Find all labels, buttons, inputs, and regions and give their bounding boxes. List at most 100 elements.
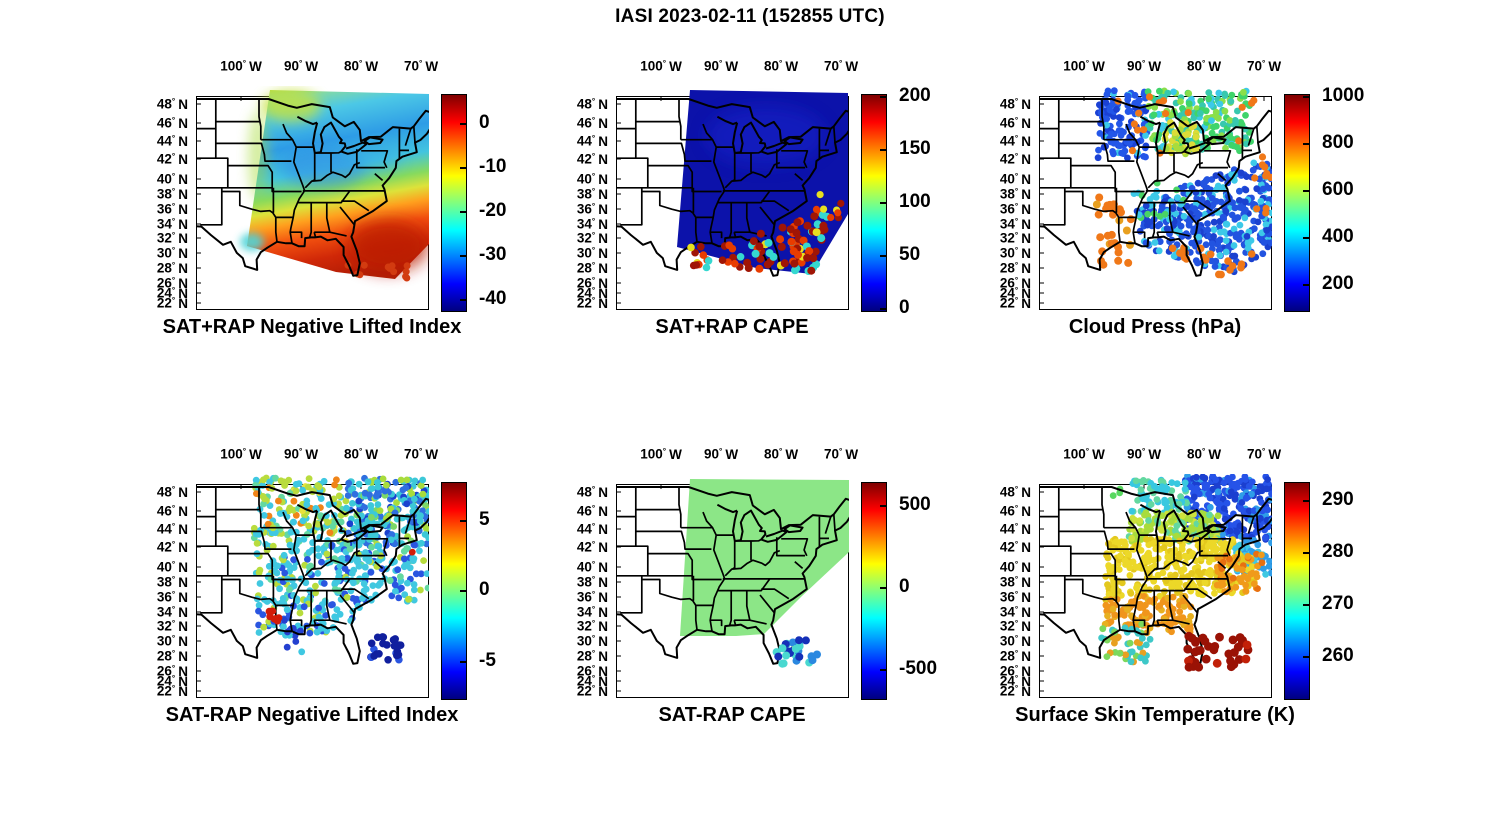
lat-tick-label: 34° N: [156, 216, 188, 232]
lon-tick-label: 70° W: [1246, 446, 1282, 462]
colorbar: [441, 482, 467, 700]
lat-tick-label: 44° N: [576, 133, 608, 149]
panel-title: Surface Skin Temperature (K): [1015, 704, 1295, 726]
lat-tick-label: 48° N: [999, 96, 1031, 112]
data-region-midatlantic-orange: [1213, 550, 1266, 596]
colorbar-tick: [460, 210, 466, 213]
colorbar: [1284, 94, 1310, 312]
lat-tick-label: 38° N: [999, 186, 1031, 202]
lon-tick-label: 100° W: [640, 58, 682, 74]
data-region-florida-warm-cluster: [1183, 631, 1253, 672]
colorbar-tick-label: 600: [1322, 179, 1354, 201]
lat-tick-label: 46° N: [999, 503, 1031, 519]
colorbar-tick: [1303, 552, 1309, 555]
lat-tick-label: 32° N: [156, 618, 188, 634]
lat-tick-label: 28° N: [999, 648, 1031, 664]
lat-tick-label: 42° N: [999, 539, 1031, 555]
lat-tick-label: 34° N: [576, 604, 608, 620]
lat-tick-label: 24° N: [576, 285, 608, 301]
colorbar-tick-label: 0: [899, 575, 910, 597]
lat-tick-label: 22° N: [999, 295, 1031, 311]
lat-tick-label: 42° N: [576, 539, 608, 555]
data-region-north-orange-sprinkle: [1114, 93, 1258, 157]
lat-tick-label: 32° N: [156, 230, 188, 246]
lon-tick-label: 80° W: [343, 446, 379, 462]
lat-tick-label: 36° N: [999, 589, 1031, 605]
lon-tick-label: 70° W: [1246, 58, 1282, 74]
panel-title: SAT+RAP Negative Lifted Index: [162, 316, 462, 338]
colorbar-tick-label: 270: [1322, 592, 1354, 614]
lat-tick-label: 44° N: [156, 521, 188, 537]
colorbar-tick: [880, 254, 886, 257]
map-plot: [616, 90, 849, 310]
panel-title: SAT-RAP CAPE: [658, 704, 806, 726]
data-region-florida-darkblue-cluster: [367, 633, 405, 664]
lon-tick-label: 80° W: [763, 58, 799, 74]
colorbar-tick: [880, 96, 886, 99]
colorbar: [1284, 482, 1310, 700]
lat-tick-label: 24° N: [576, 673, 608, 689]
colorbar: [441, 94, 467, 312]
data-region-texas-blue-dots: [281, 616, 306, 656]
lon-tick-label: 70° W: [823, 446, 859, 462]
colorbar-tick: [1303, 284, 1309, 287]
colorbar-tick-label: 0: [479, 579, 490, 601]
lon-tick-label: 100° W: [1063, 446, 1105, 462]
data-region-swath-sheen: [706, 106, 826, 166]
lat-tick-label: 30° N: [576, 245, 608, 261]
lat-tick-label: 46° N: [576, 503, 608, 519]
lat-tick-label: 44° N: [576, 521, 608, 537]
data-region-southeast-dark-red: [348, 220, 428, 272]
lat-tick-label: 36° N: [156, 201, 188, 217]
colorbar-tick-label: 800: [1322, 132, 1354, 154]
lat-tick-label: 44° N: [999, 133, 1031, 149]
colorbar-tick: [880, 307, 886, 310]
data-layer-under: [680, 479, 849, 636]
colorbar-tick-label: 150: [899, 138, 931, 160]
colorbar-tick: [460, 166, 466, 169]
panel-sat-plus-rap-cape: 100° W 90° W 80° W 70° W 48° N 46° N 44° N 42° N 40° N 38°…: [558, 54, 978, 354]
colorbar: [861, 94, 887, 312]
data-region-florida-negative-cluster: [772, 636, 821, 668]
lat-tick-label: 42° N: [576, 151, 608, 167]
colorbar-tick-label: 260: [1322, 644, 1354, 666]
lon-tick-label: 90° W: [703, 446, 739, 462]
data-layer-over: [687, 191, 845, 275]
lat-tick-label: 46° N: [156, 115, 188, 131]
data-region-minnesota-high-cloud: [1094, 87, 1151, 162]
panel-title: SAT+RAP CAPE: [655, 316, 809, 338]
map-plot: [616, 479, 849, 698]
lon-tick-label: 90° W: [1126, 58, 1162, 74]
lat-tick-label: 48° N: [576, 484, 608, 500]
lat-tick-label: 30° N: [156, 245, 188, 261]
lat-tick-label: 26° N: [576, 275, 608, 291]
lat-tick-label: 32° N: [999, 230, 1031, 246]
colorbar-tick-label: -500: [899, 657, 938, 679]
lon-tick-label: 90° W: [283, 446, 319, 462]
lat-tick-label: 22° N: [576, 683, 608, 699]
lon-tick-label: 70° W: [403, 446, 439, 462]
colorbar-tick-label: 500: [899, 493, 931, 515]
lat-tick-label: 40° N: [576, 171, 608, 187]
figure-title: IASI 2023-02-11 (152855 UTC): [615, 6, 885, 27]
lon-tick-label: 70° W: [403, 58, 439, 74]
lat-tick-label: 42° N: [156, 539, 188, 555]
lat-tick-label: 22° N: [156, 683, 188, 699]
lat-tick-label: 32° N: [999, 618, 1031, 634]
lat-tick-label: 48° N: [156, 484, 188, 500]
lon-tick-label: 90° W: [283, 58, 319, 74]
lat-tick-label: 22° N: [999, 683, 1031, 699]
colorbar-tick: [460, 122, 466, 125]
panel-cloud-press: 100° W 90° W 80° W 70° W 48° N 46° N 44° N 42° N 40° N 38°…: [981, 54, 1401, 354]
lat-tick-label: 26° N: [156, 275, 188, 291]
lat-tick-label: 40° N: [999, 171, 1031, 187]
lat-tick-label: 26° N: [999, 663, 1031, 679]
lat-tick-label: 30° N: [156, 633, 188, 649]
lat-tick-label: 34° N: [576, 216, 608, 232]
lat-tick-label: 38° N: [576, 186, 608, 202]
colorbar-tick: [1303, 237, 1309, 240]
lat-tick-label: 38° N: [999, 574, 1031, 590]
map-plot: [196, 90, 429, 310]
lat-tick-label: 26° N: [156, 663, 188, 679]
map-plot: [1039, 474, 1272, 698]
